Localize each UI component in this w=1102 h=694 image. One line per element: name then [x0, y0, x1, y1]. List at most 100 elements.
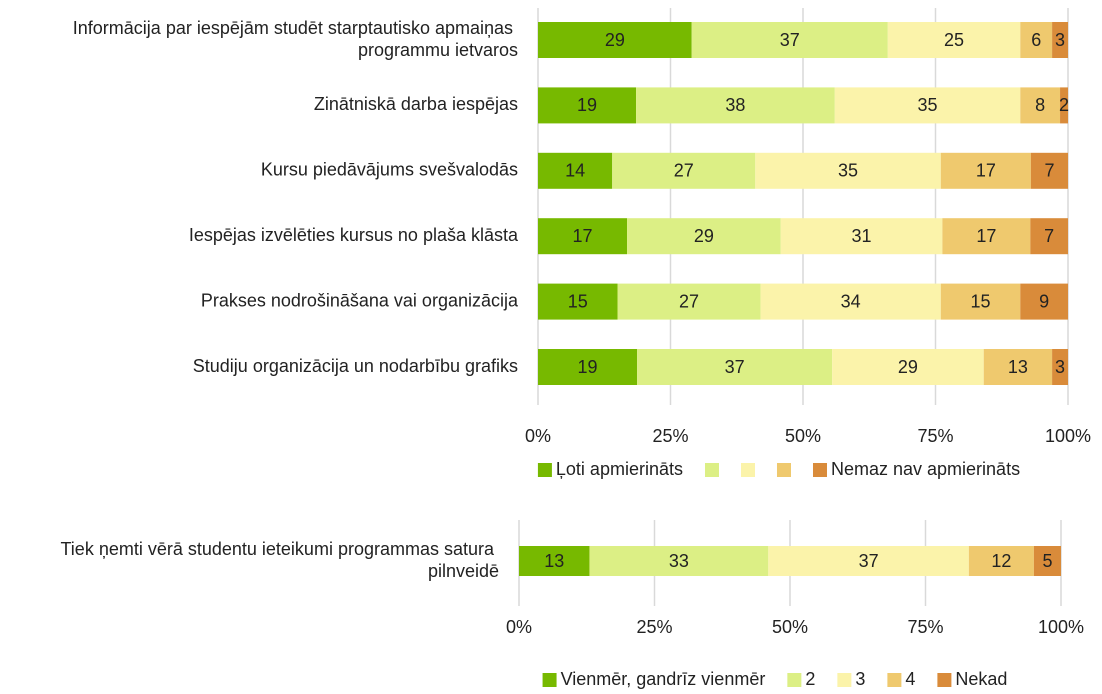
- data-label: 29: [898, 357, 918, 377]
- bar-segment: [1020, 22, 1053, 58]
- data-label: 37: [780, 30, 800, 50]
- legend-swatch: [812, 463, 827, 477]
- category-label: Informācija par iespējām studēt starptau…: [73, 18, 518, 60]
- bar-segment: [942, 218, 1031, 255]
- bar-segment: [589, 546, 769, 576]
- data-label: 29: [605, 30, 625, 50]
- bar-segment: [1030, 218, 1068, 255]
- data-label: 2: [1059, 95, 1069, 115]
- data-label: 8: [1035, 95, 1045, 115]
- legend-swatch: [537, 463, 552, 477]
- bar-segment: [519, 546, 590, 576]
- bar-segment: [612, 152, 756, 189]
- data-label: 7: [1044, 226, 1054, 246]
- bar-segment: [887, 22, 1021, 58]
- data-label: 33: [669, 551, 689, 571]
- bar-segment: [1052, 22, 1068, 58]
- bar-segment: [968, 546, 1034, 576]
- legend-swatch: [937, 673, 952, 687]
- bar-segment: [760, 283, 941, 320]
- x-tick-label: 50%: [772, 617, 808, 637]
- category-label: Tiek ņemti vērā studentu ieteikumi progr…: [60, 539, 499, 581]
- bar-segment: [637, 349, 833, 385]
- data-label: 14: [565, 161, 585, 181]
- bar-segment: [1052, 349, 1068, 385]
- data-label: 37: [725, 357, 745, 377]
- legend-label: Vienmēr, gandrīz vienmēr: [561, 669, 766, 689]
- data-label: 13: [1008, 357, 1028, 377]
- bar-segment: [1060, 87, 1068, 124]
- data-label: 27: [679, 291, 699, 311]
- bar-segment: [538, 152, 613, 189]
- bar-segment: [691, 22, 888, 58]
- bar-segment: [538, 22, 692, 58]
- legend-swatch: [776, 463, 791, 477]
- data-label: 34: [841, 291, 861, 311]
- bar-segment: [768, 546, 969, 576]
- x-tick-label: 100%: [1045, 426, 1091, 446]
- data-label: 15: [971, 291, 991, 311]
- data-label: 12: [991, 551, 1011, 571]
- bar-segment: [627, 218, 781, 255]
- bar-segment: [780, 218, 943, 255]
- x-tick-label: 75%: [907, 617, 943, 637]
- bar-segment: [538, 349, 638, 385]
- bar-segment: [940, 152, 1031, 189]
- data-label: 9: [1039, 291, 1049, 311]
- legend-swatch: [837, 673, 852, 687]
- data-label: 27: [674, 161, 694, 181]
- data-label: 17: [976, 161, 996, 181]
- x-tick-label: 75%: [917, 426, 953, 446]
- category-label: Studiju organizācija un nodarbību grafik…: [193, 356, 518, 376]
- data-label: 29: [694, 226, 714, 246]
- bar-segment: [940, 283, 1021, 320]
- legend-swatch: [542, 673, 557, 687]
- x-tick-label: 0%: [506, 617, 532, 637]
- legend-swatch: [740, 463, 755, 477]
- data-label: 13: [544, 551, 564, 571]
- data-label: 25: [944, 30, 964, 50]
- data-label: 6: [1031, 30, 1041, 50]
- legend-label: 2: [805, 669, 815, 689]
- bar-segment: [834, 87, 1021, 124]
- bar-segment: [538, 283, 618, 320]
- legend-label: Nemaz nav apmierināts: [831, 459, 1020, 479]
- x-tick-label: 50%: [785, 426, 821, 446]
- data-label: 35: [918, 95, 938, 115]
- legend-label: 4: [905, 669, 915, 689]
- bar-segment: [636, 87, 835, 124]
- data-label: 3: [1055, 30, 1065, 50]
- bar-segment: [1030, 152, 1068, 189]
- x-tick-label: 100%: [1038, 617, 1084, 637]
- bar-segment: [983, 349, 1053, 385]
- legend-label: 3: [855, 669, 865, 689]
- legend-swatch: [787, 673, 802, 687]
- data-label: 19: [578, 357, 598, 377]
- data-label: 38: [725, 95, 745, 115]
- bar-segment: [1020, 283, 1068, 320]
- category-label: Iespējas izvēlēties kursus no plaša klās…: [189, 225, 519, 245]
- data-label: 35: [838, 161, 858, 181]
- legend-label: Ļoti apmierināts: [556, 459, 683, 479]
- data-label: 19: [577, 95, 597, 115]
- legend-label: Nekad: [955, 669, 1007, 689]
- bar-segment: [832, 349, 984, 385]
- data-label: 3: [1055, 357, 1065, 377]
- data-label: 17: [976, 226, 996, 246]
- data-label: 37: [859, 551, 879, 571]
- category-label: Prakses nodrošināšana vai organizācija: [201, 290, 519, 310]
- data-label: 17: [573, 226, 593, 246]
- data-label: 15: [568, 291, 588, 311]
- legend-swatch: [887, 673, 902, 687]
- category-label: Zinātniskā darba iespējas: [314, 94, 518, 114]
- bar-segment: [1020, 87, 1061, 124]
- data-label: 31: [852, 226, 872, 246]
- legend-swatch: [704, 463, 719, 477]
- bar-segment: [1033, 546, 1061, 576]
- x-tick-label: 25%: [636, 617, 672, 637]
- data-label: 7: [1044, 161, 1054, 181]
- x-tick-label: 0%: [525, 426, 551, 446]
- bar-segment: [617, 283, 761, 320]
- bar-segment: [755, 152, 941, 189]
